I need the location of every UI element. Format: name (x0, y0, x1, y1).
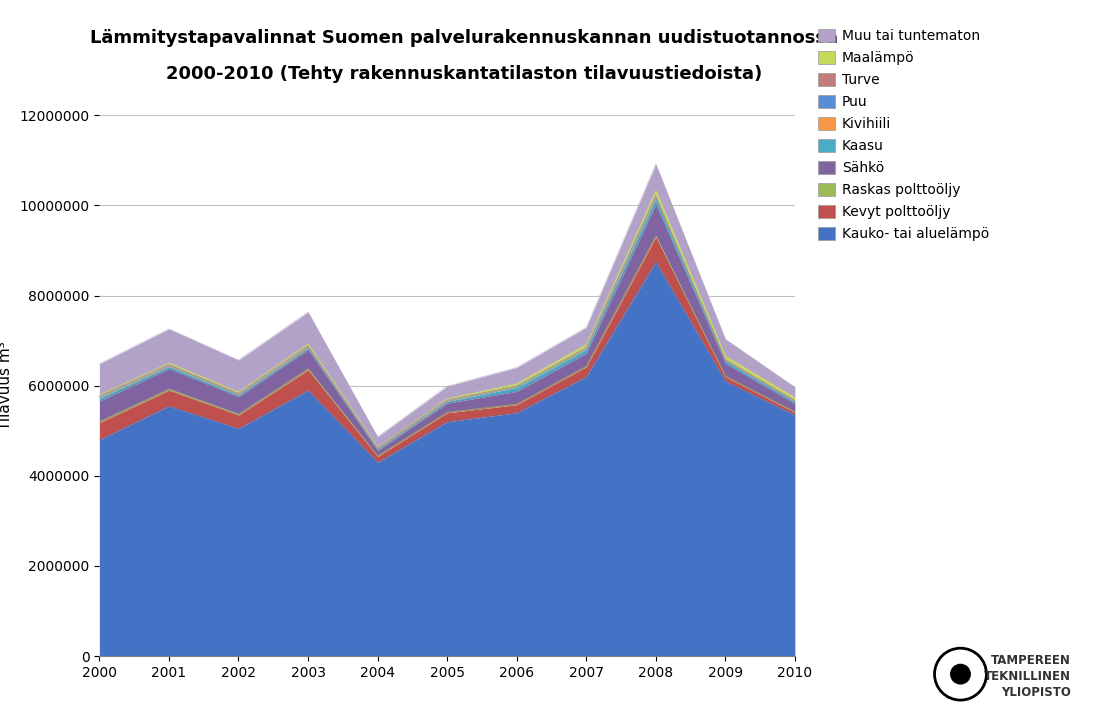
Text: 2000-2010 (Tehty rakennuskantatilaston tilavuustiedoista): 2000-2010 (Tehty rakennuskantatilaston t… (166, 65, 762, 83)
Text: TAMPEREEN
TEKNILLINEN
YLIOPISTO: TAMPEREEN TEKNILLINEN YLIOPISTO (984, 655, 1071, 699)
Text: Lämmitystapavalinnat Suomen palvelurakennuskannan uudistuotannossa: Lämmitystapavalinnat Suomen palveluraken… (89, 29, 838, 47)
Legend: Muu tai tuntematon, Maalämpö, Turve, Puu, Kivihiili, Kaasu, Sähkö, Raskas poltto: Muu tai tuntematon, Maalämpö, Turve, Puu… (818, 29, 989, 242)
Y-axis label: Tilavuus m³: Tilavuus m³ (0, 341, 12, 430)
Circle shape (951, 665, 970, 684)
